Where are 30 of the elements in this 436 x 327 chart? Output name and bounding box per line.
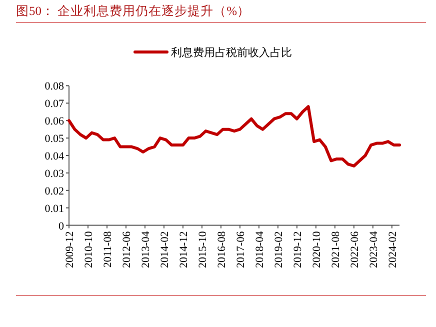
x-tick-label: 2017-06 xyxy=(234,230,247,268)
x-tick-label: 2009-12 xyxy=(64,231,76,268)
x-tick-label: 2015-10 xyxy=(196,230,209,268)
y-tick-label: 0.03 xyxy=(44,168,64,180)
x-tick-label: 2013-04 xyxy=(140,230,152,268)
x-tick-label: 2023-04 xyxy=(368,230,380,268)
x-tick-label: 2021-08 xyxy=(330,230,342,268)
line-series xyxy=(68,105,401,168)
x-tick-label: 2012-06 xyxy=(120,230,133,268)
x-tick-label: 2010-10 xyxy=(82,230,95,268)
chart-title: 图50： 企业利息费用仍在逐步提升（%） xyxy=(16,4,250,18)
x-tick-label: 2024-02 xyxy=(386,231,399,268)
y-tick-label: 0.07 xyxy=(44,98,64,110)
x-tick-label: 2011-08 xyxy=(102,230,114,268)
y-tick-label: 0.05 xyxy=(44,133,64,146)
y-tick-label: 0 xyxy=(58,220,64,232)
y-tick-label: 0.02 xyxy=(44,185,64,198)
legend-label: 利息费用占税前收入占比 xyxy=(171,46,292,59)
x-tick-label: 2019-12 xyxy=(292,231,304,268)
y-tick-label: 0.04 xyxy=(44,150,64,162)
x-tick-label: 2016-08 xyxy=(216,230,228,268)
x-tick-label: 2014-02 xyxy=(158,231,171,268)
y-tick-label: 0.08 xyxy=(44,80,64,93)
x-tick-label: 2019-02 xyxy=(272,231,285,268)
x-tick-label: 2022-06 xyxy=(348,230,361,268)
x-tick-label: 2020-10 xyxy=(310,230,323,268)
x-tick-label: 2014-12 xyxy=(178,231,190,268)
x-tick-label: 2018-04 xyxy=(254,230,266,268)
y-tick-label: 0.06 xyxy=(44,116,64,128)
y-tick-label: 0.01 xyxy=(44,202,64,215)
